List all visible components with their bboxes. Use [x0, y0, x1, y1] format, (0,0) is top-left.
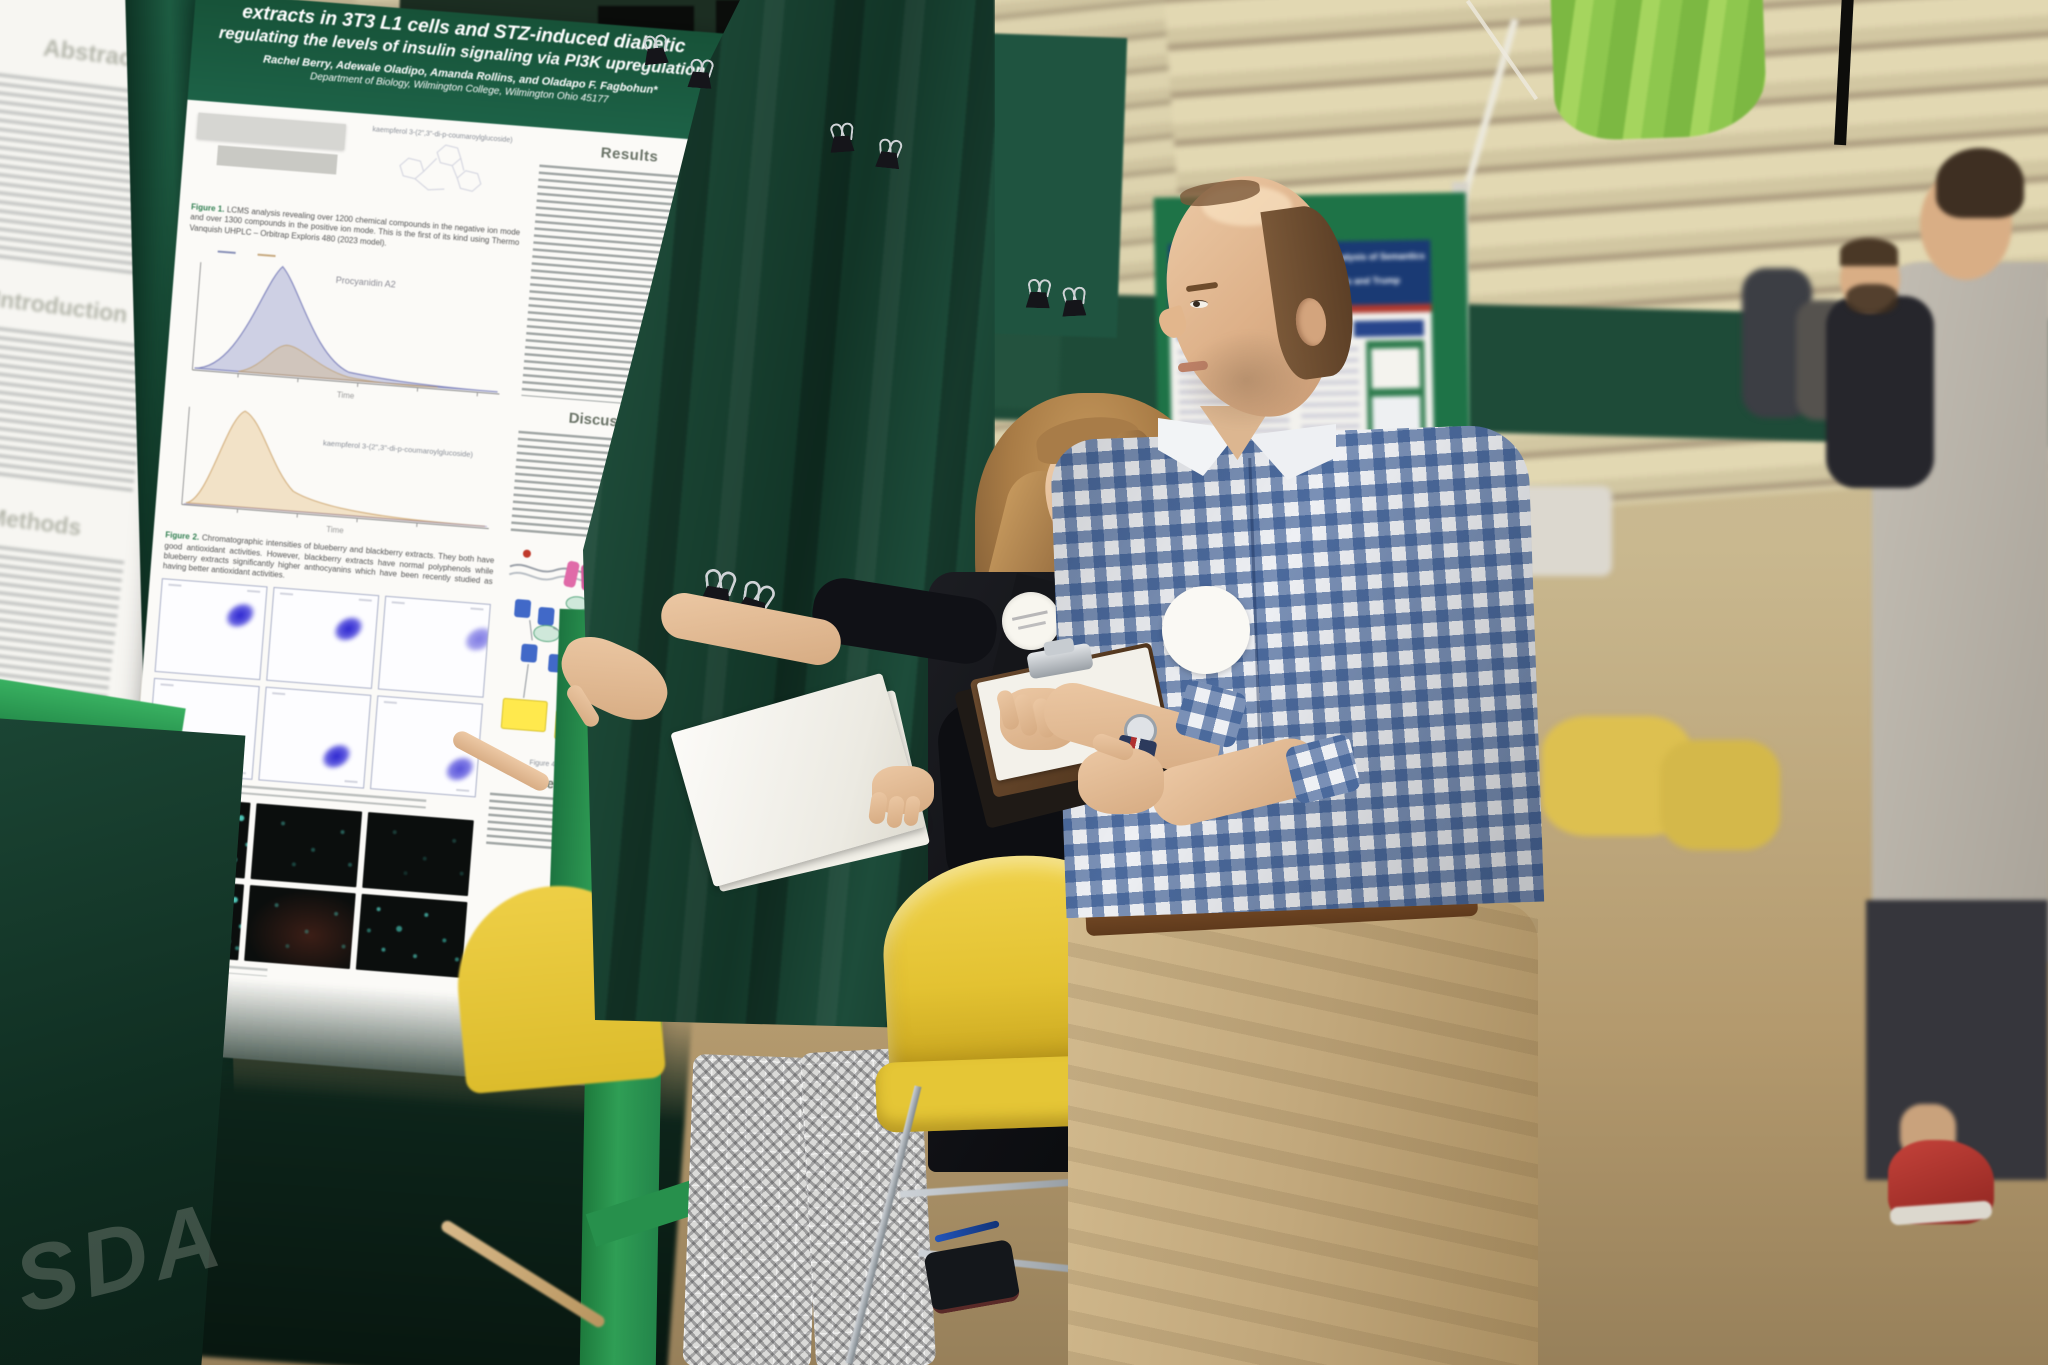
- microscopy-panel: [355, 893, 468, 978]
- binder-clip: [875, 138, 905, 169]
- badge-writing-line: [1011, 610, 1048, 621]
- chart2-x-label: Time: [326, 525, 345, 535]
- right-person2-hair: [1840, 238, 1898, 266]
- binder-clip: [642, 33, 669, 65]
- microscopy-panel: [362, 811, 474, 896]
- right-person-hair: [1936, 148, 2024, 218]
- right-person2-beard: [1846, 284, 1898, 314]
- right-person2-body: [1826, 296, 1934, 488]
- listener-stubble: [1173, 321, 1319, 439]
- bg-poster-green-cell: [1371, 347, 1420, 389]
- listener-pants: [1068, 902, 1538, 1365]
- bg-poster-chip: [1353, 319, 1424, 338]
- chart1-annotation: Procyanidin A2: [335, 275, 396, 290]
- chart2-annotation: kaempferol 3-(2",3"-di-p-coumaroylglucos…: [323, 439, 474, 460]
- microscopy-panel: [250, 802, 363, 888]
- poster-figures-column: kaempferol 3-(2",3"-di-p-coumaroylglucos…: [131, 112, 527, 992]
- methods-heading: Methods: [0, 503, 83, 541]
- flow-panel: [266, 586, 380, 689]
- chromatogram-chart-1: Procyanidin A2 Time: [191, 250, 500, 401]
- flow-panel: [377, 595, 491, 698]
- listener-pants-folds: [1068, 902, 1538, 1365]
- chromatogram-chart-2: kaempferol 3-(2",3"-di-p-coumaroylglucos…: [181, 406, 489, 535]
- binder-clip: [828, 121, 854, 153]
- introduction-text: [0, 322, 151, 495]
- presenter-pants-leg: [682, 1053, 822, 1365]
- phone: [923, 1238, 1021, 1316]
- binder-clip: [1026, 277, 1053, 309]
- binder-clip: [1061, 285, 1087, 316]
- chem-structure-drawing: [399, 144, 482, 192]
- chart1-x-label: Time: [336, 390, 355, 400]
- pen: [934, 1220, 1000, 1243]
- flow-panel: [154, 577, 268, 680]
- listener-eye-pupil: [1193, 301, 1200, 307]
- microscopy-panel: [244, 884, 356, 969]
- right-person-dark-pants: [1866, 900, 2048, 1180]
- binder-clip: [687, 57, 716, 89]
- figure1-image-thumb: [192, 112, 358, 211]
- distant-yellow-chair: [1660, 740, 1780, 850]
- flow-panel: [258, 686, 372, 789]
- green-banner: [1550, 0, 1768, 142]
- badge-writing-line: [1017, 621, 1046, 630]
